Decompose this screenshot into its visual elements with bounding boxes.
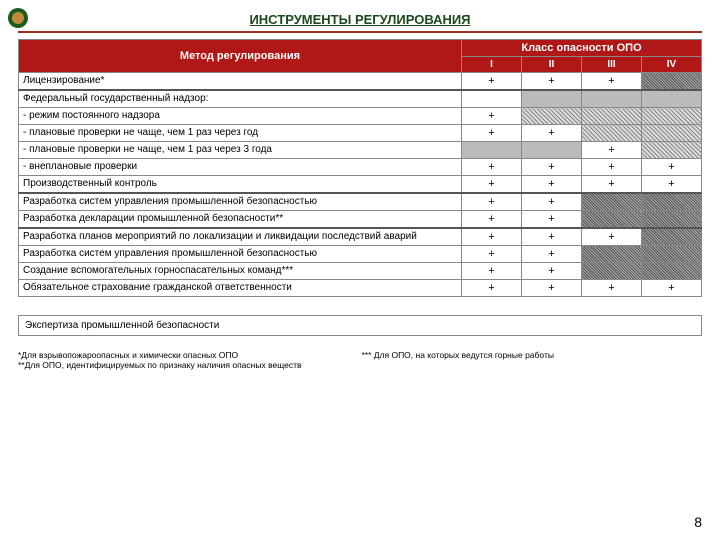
cell: + <box>522 263 582 280</box>
row-label: Разработка декларации промышленной безоп… <box>19 211 462 229</box>
cell: + <box>582 176 642 194</box>
cell <box>462 90 522 108</box>
cell <box>582 193 642 211</box>
table-row: - плановые проверки не чаще, чем 1 раз ч… <box>19 142 702 159</box>
table-row: - внеплановые проверки++++ <box>19 159 702 176</box>
cell: + <box>462 228 522 246</box>
row-label: Федеральный государственный надзор: <box>19 90 462 108</box>
table-row: - режим постоянного надзора+ <box>19 108 702 125</box>
footnotes: *Для взрывопожароопасных и химически опа… <box>18 350 702 370</box>
cell <box>522 90 582 108</box>
cell <box>642 211 702 229</box>
cell <box>462 142 522 159</box>
cell: + <box>462 125 522 142</box>
cell <box>582 90 642 108</box>
cell: + <box>642 159 702 176</box>
col-i: I <box>462 57 522 73</box>
row-label: - плановые проверки не чаще, чем 1 раз ч… <box>19 125 462 142</box>
cell: + <box>642 176 702 194</box>
table-row: Производственный контроль++++ <box>19 176 702 194</box>
cell <box>642 246 702 263</box>
cell: + <box>462 193 522 211</box>
cell: + <box>582 73 642 91</box>
table-row: Создание вспомогательных горноспасательн… <box>19 263 702 280</box>
col-ii: II <box>522 57 582 73</box>
cell <box>522 108 582 125</box>
table-row: Разработка декларации промышленной безоп… <box>19 211 702 229</box>
row-label: Лицензирование* <box>19 73 462 91</box>
cell: + <box>462 176 522 194</box>
cell: + <box>462 246 522 263</box>
cell: + <box>462 211 522 229</box>
cell <box>642 73 702 91</box>
cell: + <box>522 280 582 297</box>
cell <box>582 108 642 125</box>
cell <box>582 246 642 263</box>
page-title: ИНСТРУМЕНТЫ РЕГУЛИРОВАНИЯ <box>18 12 702 27</box>
table-row: Федеральный государственный надзор: <box>19 90 702 108</box>
cell <box>642 125 702 142</box>
cell: + <box>522 159 582 176</box>
row-label: - внеплановые проверки <box>19 159 462 176</box>
cell <box>582 263 642 280</box>
cell: + <box>522 246 582 263</box>
cell: + <box>462 263 522 280</box>
cell <box>642 193 702 211</box>
table-row: Лицензирование*+++ <box>19 73 702 91</box>
row-label: Разработка систем управления промышленно… <box>19 246 462 263</box>
col-method: Метод регулирования <box>19 40 462 73</box>
row-label: - режим постоянного надзора <box>19 108 462 125</box>
cell: + <box>522 176 582 194</box>
note-2: **Для ОПО, идентифицируемых по признаку … <box>18 360 302 370</box>
cell: + <box>642 280 702 297</box>
cell: + <box>462 73 522 91</box>
cell <box>522 142 582 159</box>
row-label: Разработка планов мероприятий по локализ… <box>19 228 462 246</box>
title-rule <box>18 31 702 33</box>
table-row: Разработка планов мероприятий по локализ… <box>19 228 702 246</box>
cell: + <box>582 228 642 246</box>
cell <box>642 90 702 108</box>
footer-row: Экспертиза промышленной безопасности <box>18 315 702 336</box>
cell: + <box>522 73 582 91</box>
cell: + <box>522 211 582 229</box>
note-3: *** Для ОПО, на которых ведутся горные р… <box>362 350 554 370</box>
page-number: 8 <box>694 514 702 530</box>
cell <box>582 211 642 229</box>
table-row: Разработка систем управления промышленно… <box>19 246 702 263</box>
cell: + <box>582 159 642 176</box>
cell: + <box>522 125 582 142</box>
cell: + <box>582 142 642 159</box>
table-row: Разработка систем управления промышленно… <box>19 193 702 211</box>
cell: + <box>462 280 522 297</box>
note-1: *Для взрывопожароопасных и химически опа… <box>18 350 302 360</box>
agency-logo <box>8 8 28 28</box>
cell <box>642 263 702 280</box>
cell: + <box>462 108 522 125</box>
cell <box>642 142 702 159</box>
col-iii: III <box>582 57 642 73</box>
row-label: Разработка систем управления промышленно… <box>19 193 462 211</box>
table-row: - плановые проверки не чаще, чем 1 раз ч… <box>19 125 702 142</box>
row-label: - плановые проверки не чаще, чем 1 раз ч… <box>19 142 462 159</box>
regulation-table: Метод регулирования Класс опасности ОПО … <box>18 39 702 297</box>
row-label: Производственный контроль <box>19 176 462 194</box>
table-row: Обязательное страхование гражданской отв… <box>19 280 702 297</box>
cell: + <box>582 280 642 297</box>
cell <box>582 125 642 142</box>
col-iv: IV <box>642 57 702 73</box>
cell: + <box>522 228 582 246</box>
cell: + <box>522 193 582 211</box>
row-label: Создание вспомогательных горноспасательн… <box>19 263 462 280</box>
cell <box>642 108 702 125</box>
cell: + <box>462 159 522 176</box>
cell <box>642 228 702 246</box>
col-hazard: Класс опасности ОПО <box>462 40 702 57</box>
row-label: Обязательное страхование гражданской отв… <box>19 280 462 297</box>
